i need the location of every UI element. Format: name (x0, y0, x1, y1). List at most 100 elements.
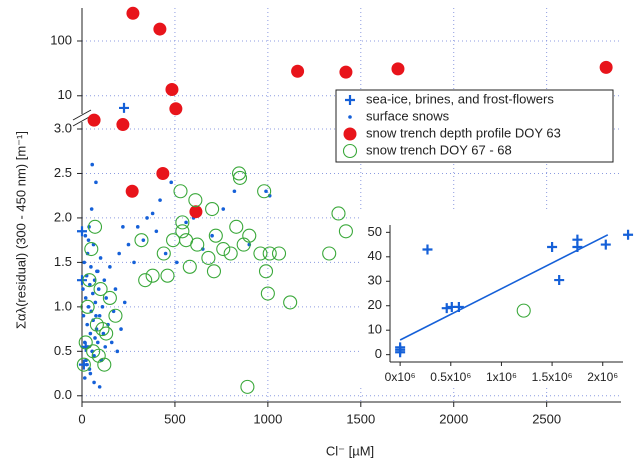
circle-marker (116, 118, 130, 132)
circle-marker (169, 102, 183, 116)
open-circle-marker (516, 303, 531, 318)
dot-marker (93, 336, 97, 340)
x-tick-label: 1000 (253, 411, 282, 426)
open-circle-marker (102, 290, 117, 306)
dot-marker (98, 256, 103, 260)
open-circle-marker (82, 273, 97, 288)
dot-marker (82, 376, 87, 380)
open-circle-marker (260, 286, 275, 301)
plus-marker (572, 234, 583, 245)
inset-x-tick-label: 2x10⁶ (587, 370, 618, 384)
x-tick-label: 500 (164, 411, 186, 426)
open-circle-marker (240, 379, 255, 394)
inset-y-tick-label: 40 (368, 248, 382, 263)
open-circle-marker (322, 246, 337, 261)
open-circle-marker (99, 326, 114, 341)
open-circle-marker (338, 224, 353, 239)
dot-marker (104, 296, 108, 300)
inset-x-tick-label: 0x10⁶ (385, 370, 416, 384)
dot-marker (221, 207, 226, 211)
dot-marker (81, 313, 86, 318)
dot-marker (126, 242, 131, 247)
plus-marker (623, 229, 634, 240)
y-tick-label: 0.0 (54, 387, 72, 402)
inset-y-tick-label: 10 (368, 322, 382, 337)
dot-marker (132, 260, 136, 265)
dot-marker (232, 189, 237, 194)
dot-marker (95, 340, 100, 345)
circle-marker (391, 62, 405, 76)
open-circle-marker (229, 219, 244, 234)
dot-marker (97, 385, 102, 389)
y-axis-label: Σαλ(residual) (300 - 450 nm) [m⁻¹] (13, 131, 28, 329)
plus-marker (77, 275, 87, 286)
legend-marker (343, 127, 357, 141)
dot-marker (102, 278, 107, 282)
dot-marker (82, 260, 87, 265)
dot-marker (84, 362, 89, 367)
circle-marker (339, 65, 353, 79)
open-circle-marker (175, 224, 190, 239)
y-tick-label: 10 (58, 87, 72, 102)
dot-marker (145, 216, 149, 220)
legend-label: sea-ice, brines, and frost-flowers (366, 91, 554, 106)
y-tick-label: 2.5 (54, 165, 72, 180)
dot-marker (92, 380, 96, 385)
y-tick-label: 0.5 (54, 343, 72, 358)
dot-marker (109, 340, 114, 345)
legend-box (335, 89, 614, 163)
open-circle-marker (86, 344, 101, 359)
plus-marker (441, 303, 452, 314)
open-circle-marker (201, 250, 216, 265)
x-tick-label: 1500 (346, 411, 375, 426)
open-circle-marker (190, 237, 205, 252)
dot-marker (264, 189, 268, 194)
dot-marker (108, 265, 112, 269)
dot-marker (93, 300, 98, 305)
y-tick-label: 2.0 (54, 209, 72, 224)
open-circle-marker (78, 335, 93, 350)
dot-marker (86, 305, 91, 309)
open-circle-marker (87, 219, 103, 234)
plus-marker (119, 102, 130, 113)
dot-marker (85, 322, 90, 327)
open-circle-marker (95, 322, 110, 337)
dot-marker (158, 198, 162, 202)
dot-marker (97, 313, 102, 318)
open-circle-marker (182, 259, 197, 274)
open-circle-marker (89, 317, 104, 332)
dot-marker (150, 211, 155, 216)
dot-marker (121, 225, 125, 229)
dot-marker (184, 220, 188, 225)
circle-marker (291, 64, 305, 78)
circle-marker (153, 22, 167, 36)
open-circle-marker (97, 357, 112, 372)
open-circle-marker (283, 295, 298, 310)
open-circle-marker (173, 184, 188, 199)
open-circle-marker (208, 228, 223, 243)
dot-marker (96, 287, 101, 291)
dot-marker (81, 287, 85, 291)
plus-marker (395, 342, 406, 353)
x-tick-label: 2500 (532, 411, 561, 426)
dot-marker (86, 238, 91, 242)
x-axis-label: Cl⁻ [µM] (326, 443, 374, 458)
dot-marker (88, 282, 92, 287)
inset-background (360, 212, 630, 386)
open-circle-marker (206, 264, 222, 279)
open-circle-marker (160, 268, 175, 283)
x-tick-label: 2000 (439, 411, 468, 426)
plus-marker (77, 226, 87, 237)
legend-marker (342, 143, 358, 159)
inset-y-tick-label: 0 (375, 346, 382, 361)
circle-marker (125, 184, 139, 198)
y-tick-label: 100 (50, 32, 72, 47)
dot-marker (163, 251, 168, 256)
inset-y-tick-label: 20 (368, 297, 382, 312)
dot-marker (94, 313, 98, 318)
fit-line (399, 234, 609, 341)
dot-marker (89, 207, 94, 211)
open-circle-marker (257, 184, 272, 199)
open-circle-marker (145, 268, 160, 283)
